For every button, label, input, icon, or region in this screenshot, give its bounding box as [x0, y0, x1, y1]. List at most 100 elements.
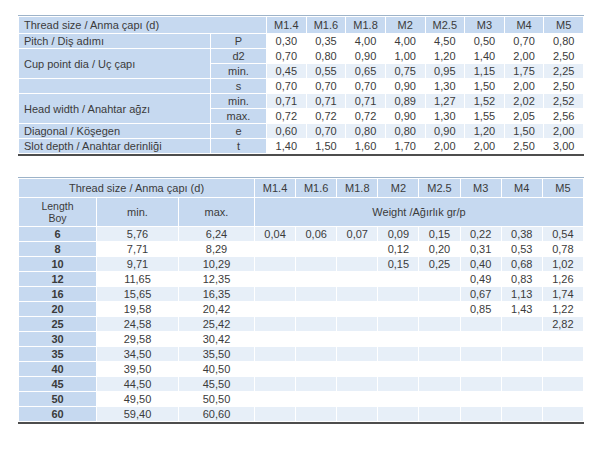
- value-cell: 0,80: [346, 124, 386, 139]
- value-cell: 0,45: [267, 64, 307, 79]
- value-cell: 1,52: [465, 94, 505, 109]
- size-column-header: M5: [542, 179, 583, 198]
- table-row: 6059,4060,60: [19, 407, 584, 422]
- weight-cell: 1,02: [542, 257, 583, 272]
- weight-cell: [255, 242, 296, 257]
- table-row: Cup point dia / Uç çapıd20,700,800,901,0…: [19, 49, 584, 64]
- weight-cell: [501, 407, 542, 422]
- weight-cell: [419, 347, 460, 362]
- length-cell: 16: [19, 287, 97, 302]
- weight-cell: [460, 377, 501, 392]
- screw-spec-sheet: Thread size / Anma çapı (d)M1.4M1.6M1.8M…: [0, 0, 600, 450]
- table-row: 1211,6512,350,490,831,26: [19, 272, 584, 287]
- value-cell: 2,00: [504, 79, 544, 94]
- table-row: 2524,5825,422,82: [19, 317, 584, 332]
- value-cell: 1,30: [425, 109, 465, 124]
- value-cell: 1,27: [425, 94, 465, 109]
- value-cell: 0,90: [425, 124, 465, 139]
- weight-cell: [296, 407, 337, 422]
- min-cell: 19,58: [97, 302, 179, 317]
- value-cell: 1,40: [465, 49, 505, 64]
- value-cell: 0,71: [267, 94, 307, 109]
- length-cell: 50: [19, 392, 97, 407]
- weight-cell: [378, 392, 419, 407]
- value-cell: 2,25: [544, 64, 584, 79]
- weight-cell: [378, 347, 419, 362]
- row-symbol: d2: [211, 49, 267, 64]
- weight-cell: [542, 347, 583, 362]
- size-column-header: M1.8: [337, 179, 378, 198]
- length-cell: 10: [19, 257, 97, 272]
- weight-cell: [542, 407, 583, 422]
- value-cell: 1,50: [306, 139, 346, 154]
- value-cell: 1,55: [465, 109, 505, 124]
- size-column-header: M3: [460, 179, 501, 198]
- min-cell: 7,71: [97, 242, 179, 257]
- row-symbol: s: [211, 79, 267, 94]
- value-cell: 1,20: [425, 49, 465, 64]
- weight-cell: [337, 317, 378, 332]
- value-cell: 0,70: [306, 124, 346, 139]
- weight-cell: 1,74: [542, 287, 583, 302]
- weight-cell: 0,15: [378, 257, 419, 272]
- weight-cell: 0,22: [460, 227, 501, 242]
- value-cell: 2,00: [544, 124, 584, 139]
- value-cell: 0,80: [385, 124, 425, 139]
- weight-cell: [255, 407, 296, 422]
- value-cell: 0,90: [385, 79, 425, 94]
- weight-cell: [337, 347, 378, 362]
- weight-cell: [296, 287, 337, 302]
- weights-table: Thread size / Anma çapı (d)M1.4M1.6M1.8M…: [18, 178, 584, 422]
- weight-cell: [337, 377, 378, 392]
- weight-cell: [255, 287, 296, 302]
- size-column-header: M2: [378, 179, 419, 198]
- value-cell: 4,00: [385, 34, 425, 49]
- weight-cell: [296, 392, 337, 407]
- value-cell: 1,30: [425, 79, 465, 94]
- size-column-header: M2: [385, 17, 425, 34]
- weight-cell: [337, 332, 378, 347]
- row-label: Head width / Anahtar ağzı: [19, 94, 211, 124]
- weight-cell: 0,67: [460, 287, 501, 302]
- table-row: 1615,6516,350,671,131,74: [19, 287, 584, 302]
- min-cell: 24,58: [97, 317, 179, 332]
- weight-cell: 0,25: [419, 257, 460, 272]
- weight-cell: [419, 302, 460, 317]
- weight-cell: [337, 302, 378, 317]
- size-column-header: M1.6: [296, 179, 337, 198]
- weight-cell: 0,85: [460, 302, 501, 317]
- weight-cell: 0,53: [501, 242, 542, 257]
- length-cell: 12: [19, 272, 97, 287]
- value-cell: 1,50: [504, 124, 544, 139]
- max-cell: 35,50: [179, 347, 255, 362]
- weight-cell: [296, 362, 337, 377]
- weight-cell: 0,15: [419, 227, 460, 242]
- weight-cell: [296, 347, 337, 362]
- table-row: 4039,5040,50: [19, 362, 584, 377]
- dimensions-table-header-row: Thread size / Anma çapı (d)M1.4M1.6M1.8M…: [19, 17, 584, 34]
- max-cell: 30,42: [179, 332, 255, 347]
- weight-cell: [460, 317, 501, 332]
- weight-cell: [255, 257, 296, 272]
- table-row: 5049,5050,50: [19, 392, 584, 407]
- weight-cell: [296, 257, 337, 272]
- row-label: Diagonal / Köşegen: [19, 124, 211, 139]
- table-row: Slot depth / Anahtar derinliğit1,401,501…: [19, 139, 584, 154]
- value-cell: 0,50: [465, 34, 505, 49]
- length-cell: 8: [19, 242, 97, 257]
- weight-cell: [501, 392, 542, 407]
- row-symbol: min.: [211, 94, 267, 109]
- value-cell: 0,90: [346, 49, 386, 64]
- max-cell: 20,42: [179, 302, 255, 317]
- length-cell: 45: [19, 377, 97, 392]
- length-label-en: Length: [21, 200, 94, 212]
- length-cell: 20: [19, 302, 97, 317]
- row-label: Pitch / Diş adımı: [19, 34, 211, 49]
- weight-cell: [378, 317, 419, 332]
- weight-cell: [255, 362, 296, 377]
- value-cell: 2,00: [504, 49, 544, 64]
- value-cell: 0,35: [306, 34, 346, 49]
- weight-cell: [419, 287, 460, 302]
- length-cell: 40: [19, 362, 97, 377]
- weight-cell: 1,22: [542, 302, 583, 317]
